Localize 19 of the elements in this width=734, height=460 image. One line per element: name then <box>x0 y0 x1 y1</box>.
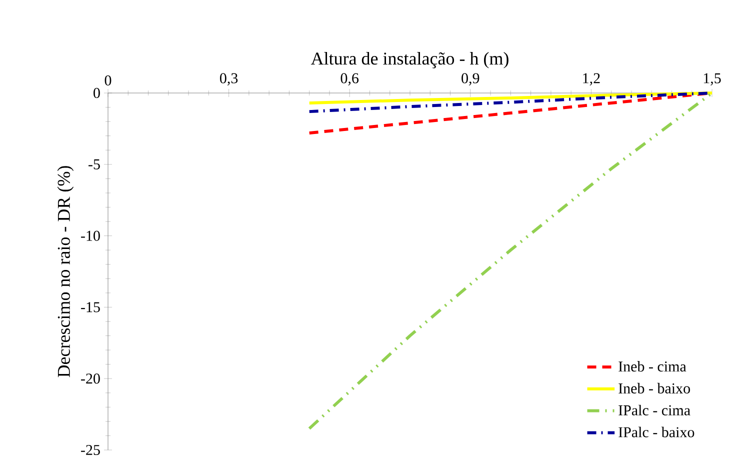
y-tick-label: -5 <box>88 159 100 170</box>
legend-label: IPalc - baixo <box>618 426 694 438</box>
legend-label: Ineb - cima <box>618 361 686 372</box>
x-axis-title: Altura de instalação - h (m) <box>310 52 508 68</box>
x-tick-label: 0,6 <box>340 73 359 86</box>
y-tick-label: -15 <box>81 302 100 312</box>
y-tick-label: -25 <box>81 444 100 456</box>
x-tick-label: 1,5 <box>704 73 721 86</box>
x-tick-label: 0,9 <box>462 73 480 86</box>
x-tick-label: 0,3 <box>220 73 238 86</box>
line-series <box>308 91 714 104</box>
x-tick-label: 1,2 <box>583 73 600 86</box>
y-tick-label: 0 <box>94 88 100 98</box>
legend-label: IPalc - cima <box>618 404 690 416</box>
y-tick-label: -10 <box>81 230 100 241</box>
y-axis-title: Decrescimo no raio - DR (%) <box>57 166 74 378</box>
y-tick-label: -20 <box>81 374 100 384</box>
x-tick-label: 0 <box>104 75 112 86</box>
legend-label: Ineb - baixo <box>618 382 690 394</box>
